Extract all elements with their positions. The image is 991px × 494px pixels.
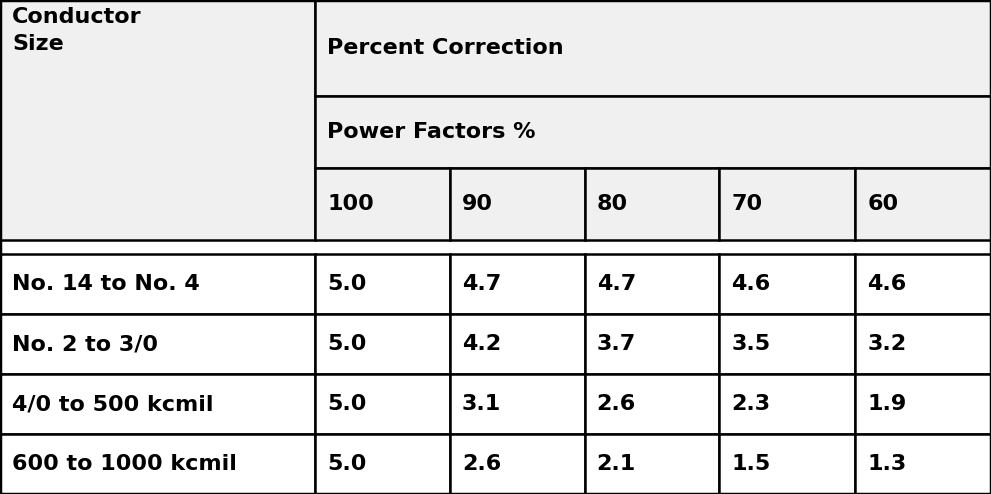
- Text: 80: 80: [597, 194, 627, 213]
- Bar: [585, 254, 719, 314]
- Bar: [585, 434, 719, 494]
- Text: 60: 60: [867, 194, 898, 213]
- Bar: [450, 168, 585, 240]
- Bar: [450, 374, 585, 434]
- Text: 4.6: 4.6: [731, 274, 771, 294]
- Text: 2.6: 2.6: [462, 454, 501, 474]
- Bar: [315, 374, 450, 434]
- Bar: [585, 374, 719, 434]
- Text: Percent Correction: Percent Correction: [327, 38, 564, 58]
- Bar: [719, 254, 855, 314]
- Bar: [450, 434, 585, 494]
- Text: 4.2: 4.2: [462, 334, 500, 354]
- Bar: [450, 314, 585, 374]
- Text: Power Factors %: Power Factors %: [327, 122, 535, 142]
- Text: 1.9: 1.9: [867, 394, 907, 414]
- Bar: [719, 434, 855, 494]
- Bar: [855, 314, 991, 374]
- Text: 5.0: 5.0: [327, 334, 367, 354]
- Bar: [0, 374, 315, 434]
- Text: No. 2 to 3/0: No. 2 to 3/0: [12, 334, 158, 354]
- Text: 2.1: 2.1: [597, 454, 636, 474]
- Text: 2.6: 2.6: [597, 394, 636, 414]
- Text: 4.7: 4.7: [597, 274, 636, 294]
- Bar: [585, 168, 719, 240]
- Text: Conductor
Size: Conductor Size: [12, 7, 142, 54]
- Bar: [0, 254, 315, 314]
- Text: 1.3: 1.3: [867, 454, 907, 474]
- Bar: [855, 374, 991, 434]
- Bar: [855, 254, 991, 314]
- Bar: [585, 314, 719, 374]
- Bar: [315, 434, 450, 494]
- Bar: [315, 96, 991, 168]
- Bar: [450, 254, 585, 314]
- Text: 4/0 to 500 kcmil: 4/0 to 500 kcmil: [12, 394, 213, 414]
- Bar: [719, 374, 855, 434]
- Bar: [315, 168, 450, 240]
- Text: 4.6: 4.6: [867, 274, 907, 294]
- Text: 5.0: 5.0: [327, 394, 367, 414]
- Bar: [315, 314, 450, 374]
- Bar: [855, 168, 991, 240]
- Text: 3.1: 3.1: [462, 394, 501, 414]
- Bar: [315, 0, 991, 96]
- Text: 90: 90: [462, 194, 493, 213]
- Text: 5.0: 5.0: [327, 274, 367, 294]
- Text: 100: 100: [327, 194, 374, 213]
- Text: 5.0: 5.0: [327, 454, 367, 474]
- Text: 3.2: 3.2: [867, 334, 906, 354]
- Text: 3.7: 3.7: [597, 334, 636, 354]
- Bar: [0, 314, 315, 374]
- Text: 4.7: 4.7: [462, 274, 501, 294]
- Text: No. 14 to No. 4: No. 14 to No. 4: [12, 274, 199, 294]
- Text: 600 to 1000 kcmil: 600 to 1000 kcmil: [12, 454, 237, 474]
- Bar: [0, 0, 315, 240]
- Bar: [719, 168, 855, 240]
- Text: 1.5: 1.5: [731, 454, 771, 474]
- Text: 2.3: 2.3: [731, 394, 770, 414]
- Bar: [0, 434, 315, 494]
- Bar: [719, 314, 855, 374]
- Text: 70: 70: [731, 194, 762, 213]
- Bar: [315, 254, 450, 314]
- Bar: [855, 434, 991, 494]
- Text: 3.5: 3.5: [731, 334, 770, 354]
